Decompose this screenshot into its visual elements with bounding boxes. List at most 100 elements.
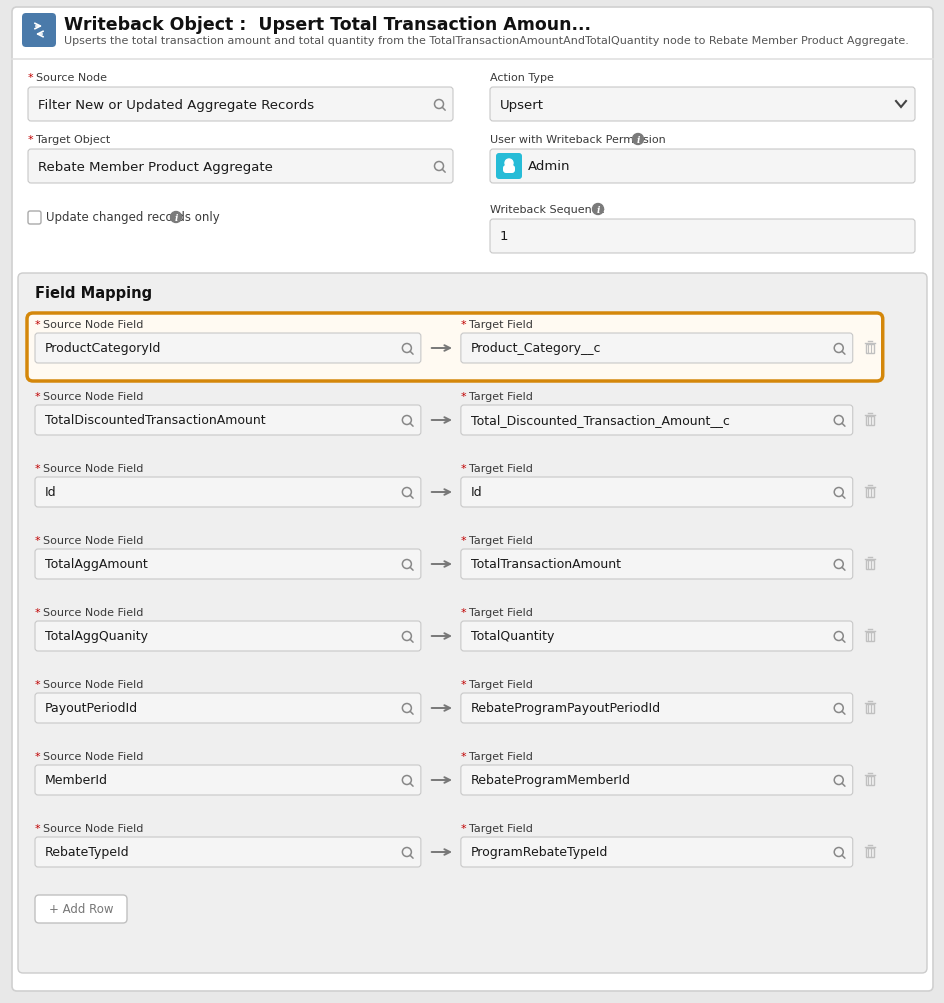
Text: RebateProgramPayoutPeriodId: RebateProgramPayoutPeriodId [470, 702, 660, 715]
Text: i: i [174, 214, 177, 223]
Text: i: i [596, 206, 599, 215]
FancyBboxPatch shape [28, 88, 452, 122]
Text: *: * [35, 320, 44, 330]
FancyBboxPatch shape [35, 477, 420, 508]
Text: *: * [461, 608, 469, 618]
FancyBboxPatch shape [461, 693, 851, 723]
Text: Upsert: Upsert [499, 98, 544, 111]
FancyBboxPatch shape [461, 550, 851, 580]
Bar [865, 704, 873, 713]
FancyBboxPatch shape [35, 622, 420, 651]
FancyBboxPatch shape [12, 8, 932, 991]
Text: TotalQuantity: TotalQuantity [470, 630, 554, 643]
Text: Source Node Field: Source Node Field [43, 391, 143, 401]
Text: *: * [461, 536, 469, 546]
Text: *: * [461, 391, 469, 401]
FancyBboxPatch shape [490, 220, 914, 254]
Text: i: i [635, 135, 639, 144]
Text: TotalTransactionAmount: TotalTransactionAmount [470, 558, 620, 571]
Text: *: * [461, 679, 469, 689]
Text: *: * [35, 608, 44, 618]
Bar [865, 416, 873, 425]
FancyBboxPatch shape [461, 334, 851, 364]
FancyBboxPatch shape [490, 88, 914, 122]
Text: Writeback Sequence: Writeback Sequence [490, 205, 604, 215]
Text: *: * [35, 751, 44, 761]
Text: Source Node Field: Source Node Field [43, 536, 143, 546]
Text: Id: Id [45, 486, 57, 499]
Text: ProgramRebateTypeId: ProgramRebateTypeId [470, 846, 608, 859]
Text: *: * [35, 463, 44, 473]
FancyBboxPatch shape [35, 405, 420, 435]
Text: *: * [35, 536, 44, 546]
Circle shape [170, 213, 181, 224]
Circle shape [504, 159, 513, 168]
Bar [865, 849, 873, 858]
FancyBboxPatch shape [35, 838, 420, 868]
Text: *: * [35, 823, 44, 833]
Text: ProductCategoryId: ProductCategoryId [45, 342, 161, 355]
Text: Target Field: Target Field [468, 463, 532, 473]
Text: Target Field: Target Field [468, 751, 532, 761]
Text: Filter New or Updated Aggregate Records: Filter New or Updated Aggregate Records [38, 98, 313, 111]
Text: Target Field: Target Field [468, 608, 532, 618]
Circle shape [632, 134, 643, 145]
Text: Source Node Field: Source Node Field [43, 463, 143, 473]
Text: *: * [461, 320, 469, 330]
FancyBboxPatch shape [461, 838, 851, 868]
Text: Source Node Field: Source Node Field [43, 608, 143, 618]
Text: Total_Discounted_Transaction_Amount__c: Total_Discounted_Transaction_Amount__c [470, 414, 729, 427]
FancyBboxPatch shape [461, 765, 851, 795]
FancyBboxPatch shape [27, 314, 882, 381]
Text: Source Node Field: Source Node Field [43, 679, 143, 689]
Text: Target Field: Target Field [468, 391, 532, 401]
Text: Source Node Field: Source Node Field [43, 823, 143, 833]
Text: MemberId: MemberId [45, 773, 108, 786]
Text: User with Writeback Permission: User with Writeback Permission [490, 134, 665, 144]
FancyBboxPatch shape [496, 153, 521, 180]
FancyBboxPatch shape [461, 622, 851, 651]
Text: Target Field: Target Field [468, 823, 532, 833]
Text: Target Field: Target Field [468, 320, 532, 330]
Text: TotalAggQuanity: TotalAggQuanity [45, 630, 148, 643]
Bar [865, 488, 873, 497]
Text: Target Object: Target Object [36, 134, 110, 144]
Bar [865, 561, 873, 570]
FancyBboxPatch shape [35, 550, 420, 580]
Text: 1: 1 [499, 231, 508, 244]
Text: Target Field: Target Field [468, 679, 532, 689]
Text: RebateTypeId: RebateTypeId [45, 846, 129, 859]
Text: Source Node Field: Source Node Field [43, 320, 143, 330]
Text: PayoutPeriodId: PayoutPeriodId [45, 702, 138, 715]
Text: Source Node: Source Node [36, 73, 107, 83]
Text: *: * [35, 391, 44, 401]
Text: Field Mapping: Field Mapping [35, 286, 152, 301]
Text: Rebate Member Product Aggregate: Rebate Member Product Aggregate [38, 160, 273, 174]
Text: *: * [28, 73, 37, 83]
Text: Action Type: Action Type [490, 73, 553, 83]
FancyBboxPatch shape [28, 149, 452, 184]
Text: + Add Row: + Add Row [49, 903, 113, 916]
FancyBboxPatch shape [461, 477, 851, 508]
Circle shape [592, 205, 603, 216]
Text: *: * [461, 823, 469, 833]
Text: Target Field: Target Field [468, 536, 532, 546]
FancyBboxPatch shape [28, 212, 41, 225]
Text: Product_Category__c: Product_Category__c [470, 342, 600, 355]
FancyBboxPatch shape [35, 765, 420, 795]
Text: Update changed records only: Update changed records only [46, 212, 220, 225]
Text: Source Node Field: Source Node Field [43, 751, 143, 761]
FancyBboxPatch shape [461, 405, 851, 435]
Bar [865, 345, 873, 354]
Text: RebateProgramMemberId: RebateProgramMemberId [470, 773, 631, 786]
Text: *: * [461, 463, 469, 473]
Text: Admin: Admin [528, 160, 570, 174]
Text: TotalAggAmount: TotalAggAmount [45, 558, 147, 571]
Text: Writeback Object :  Upsert Total Transaction Amoun...: Writeback Object : Upsert Total Transact… [64, 16, 590, 34]
FancyBboxPatch shape [35, 334, 420, 364]
FancyBboxPatch shape [35, 895, 126, 923]
Text: *: * [28, 134, 37, 144]
Text: *: * [35, 679, 44, 689]
FancyBboxPatch shape [18, 274, 926, 973]
FancyBboxPatch shape [502, 165, 514, 174]
